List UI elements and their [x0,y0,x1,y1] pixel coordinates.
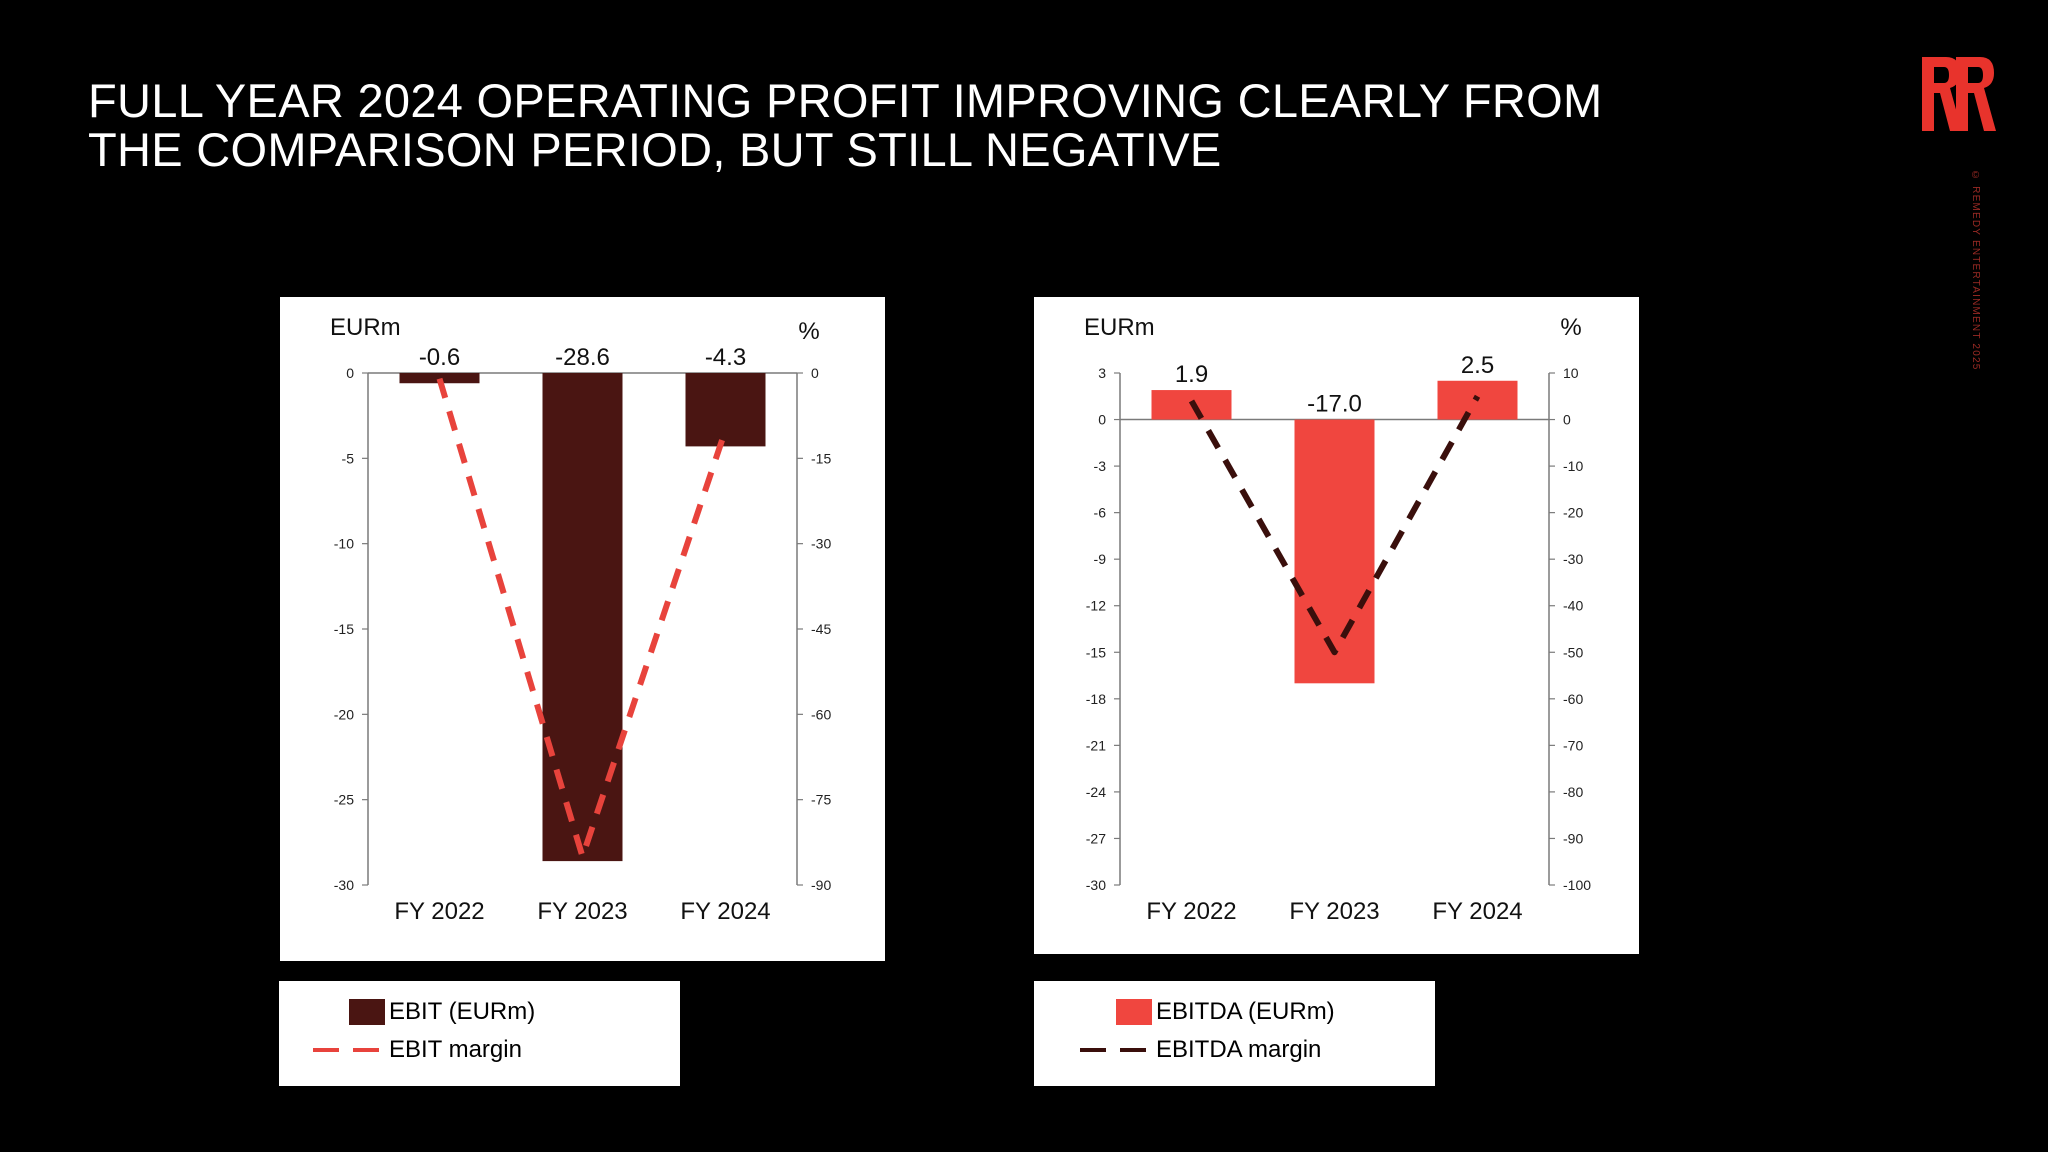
margin-line [1188,394,1481,656]
legend-item-ebitda: EBITDA (EURm) [1116,997,1335,1027]
x-category-label: FY 2024 [1432,898,1522,925]
slide-title-line-2: THE COMPARISON PERIOD, BUT STILL NEGATIV… [88,123,1222,176]
legend-label: EBIT (EURm) [389,998,536,1025]
y2-tick-label: -40 [1563,598,1583,614]
y2-tick-label: -60 [1563,691,1583,707]
y-tick-label: -15 [1086,644,1106,660]
bar-data-label: 1.9 [1175,361,1208,388]
ebit-bar-swatch [349,999,385,1025]
y2-tick-label: -75 [811,792,831,808]
y2-tick-label: -50 [1563,644,1583,660]
margin-line [436,377,729,860]
legend-item-ebit-margin: EBIT margin [313,1035,522,1065]
y-tick-label: -18 [1086,691,1106,707]
bar-data-label: 2.5 [1461,352,1494,379]
y-axis-unit-label: EURm [330,314,401,341]
y-tick-label: -30 [1086,877,1106,893]
slide-title-line-1: FULL YEAR 2024 OPERATING PROFIT IMPROVIN… [88,74,1603,127]
y-tick-label: -24 [1086,784,1106,800]
y-tick-label: -9 [1094,551,1107,567]
x-category-label: FY 2022 [1146,898,1236,925]
y2-tick-label: -60 [811,706,831,722]
y2-tick-label: 10 [1563,365,1579,381]
ebit-margin-line-swatch [313,1048,385,1052]
ebitda-margin-line-swatch [1080,1048,1152,1052]
bar-data-label: -28.6 [555,344,610,371]
ebitda-chart-panel: 3 0 -3 -6 -9 -12 -15 -18 -21 -24 -27 -30 10 0 -10 -20 -3… [1034,297,1639,954]
y-tick-label: -12 [1086,598,1106,614]
bar-data-label: -4.3 [705,344,746,371]
y2-tick-label: -70 [1563,737,1583,753]
y-tick-label: 0 [346,365,354,381]
x-category-label: FY 2022 [394,898,484,925]
y-tick-label: -15 [334,621,354,637]
legend-label: EBITDA margin [1156,1036,1322,1063]
y2-tick-label: -30 [811,536,831,552]
bar-fy-2023 [542,373,623,862]
bar-fy-2023 [1294,419,1375,684]
y2-tick-label: 0 [811,365,819,381]
y-tick-label: -10 [334,536,354,552]
y-tick-label: 0 [1098,412,1106,428]
y-tick-label: -5 [342,450,355,466]
y-tick-label: -25 [334,792,354,808]
y-tick-label: -3 [1094,458,1107,474]
legend-label: EBIT margin [389,1036,522,1063]
y-tick-label: -30 [334,877,354,893]
legend-item-ebitda-margin: EBITDA margin [1080,1035,1322,1065]
x-category-label: FY 2023 [537,898,627,925]
y2-tick-label: -90 [1563,830,1583,846]
remedy-logo-icon [1922,57,1996,131]
y2-tick-label: -10 [1563,458,1583,474]
copyright-notice: © REMEDY ENTERTAINMENT 2025 [1970,170,1981,371]
y2-axis-unit-label: % [1560,314,1581,341]
bar-data-label: -17.0 [1307,391,1362,418]
bar-fy-2024 [685,373,766,447]
ebit-chart-panel: 0 -5 -10 -15 -20 -25 -30 0 -15 -30 -45 -60 -75 -90 EUR… [280,297,885,961]
bar-fy-2022 [399,373,480,384]
y2-tick-label: -20 [1563,505,1583,521]
y-tick-label: 3 [1098,365,1106,381]
y2-axis-unit-label: % [798,318,819,345]
y2-tick-label: -30 [1563,551,1583,567]
y2-tick-label: -15 [811,450,831,466]
ebit-legend: EBIT (EURm) EBIT margin [279,981,680,1086]
y-tick-label: -20 [334,706,354,722]
y-tick-label: -27 [1086,830,1106,846]
bar-data-label: -0.6 [419,344,460,371]
ebitda-chart: 3 0 -3 -6 -9 -12 -15 -18 -21 -24 -27 -30 10 0 -10 -20 -3… [1084,314,1591,925]
x-category-label: FY 2023 [1289,898,1379,925]
y2-tick-label: -80 [1563,784,1583,800]
y2-tick-label: -90 [811,877,831,893]
y2-tick-label: -45 [811,621,831,637]
ebit-chart: 0 -5 -10 -15 -20 -25 -30 0 -15 -30 -45 -60 -75 -90 EUR… [330,314,831,925]
ebitda-legend: EBITDA (EURm) EBITDA margin [1034,981,1435,1086]
legend-item-ebit: EBIT (EURm) [349,997,535,1027]
y2-tick-label: 0 [1563,412,1571,428]
legend-label: EBITDA (EURm) [1156,998,1335,1025]
slide-title: FULL YEAR 2024 OPERATING PROFIT IMPROVIN… [88,76,1788,174]
y-tick-label: -21 [1086,737,1106,753]
y-tick-label: -6 [1094,505,1107,521]
ebitda-bar-swatch [1116,999,1152,1025]
x-category-label: FY 2024 [680,898,770,925]
y2-tick-label: -100 [1563,877,1591,893]
y-axis-unit-label: EURm [1084,314,1155,341]
